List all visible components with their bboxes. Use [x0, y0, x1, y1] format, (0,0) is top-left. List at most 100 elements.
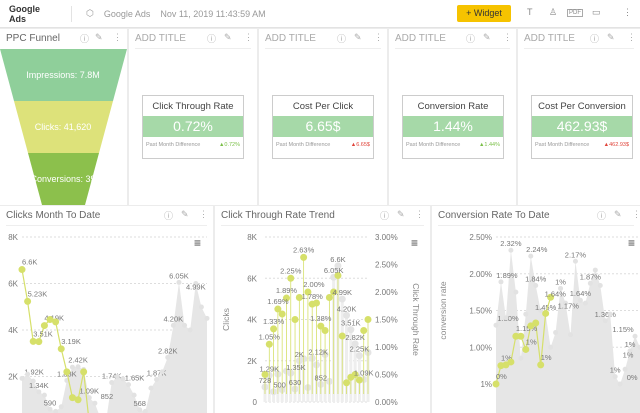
area-point — [131, 392, 137, 398]
more-icon[interactable]: ⋮ — [199, 209, 208, 219]
widget-title: ADD TITLE — [135, 33, 186, 44]
area-point — [126, 382, 132, 388]
more-icon[interactable]: ⋮ — [374, 32, 383, 42]
area-point — [493, 322, 499, 328]
edit-icon[interactable]: ✎ — [354, 32, 362, 42]
line-point — [547, 293, 555, 301]
hamburger-menu-icon[interactable]: ≡ — [411, 236, 419, 250]
add-widget-button[interactable]: + Widget — [457, 5, 511, 22]
more-icon[interactable]: ⋮ — [632, 209, 640, 219]
info-icon[interactable]: ⓘ — [207, 34, 217, 44]
pdf-icon[interactable]: PDF — [567, 9, 583, 17]
data-label: 2K — [295, 350, 304, 359]
y-tick-label: 8K — [247, 233, 257, 242]
data-label: 0% — [627, 373, 638, 382]
ctr-point — [338, 332, 346, 340]
edit-icon[interactable]: ✎ — [614, 209, 622, 219]
line-point — [52, 318, 60, 326]
line-point — [512, 332, 520, 340]
area-point — [142, 408, 148, 413]
data-label: 2.32% — [500, 239, 522, 248]
area-point — [86, 395, 92, 401]
ctr-point — [287, 274, 295, 282]
info-icon[interactable]: ⓘ — [597, 211, 607, 221]
divider — [395, 48, 510, 49]
divider — [221, 225, 424, 226]
area-series — [22, 282, 207, 413]
kpi-card: Cost Per Click 6.65$ Past Month Differen… — [272, 95, 374, 159]
widget-title: Click Through Rate Trend — [221, 210, 335, 221]
ctr-point — [278, 310, 286, 318]
monitor-icon[interactable]: ▭ — [592, 7, 601, 17]
y-tick-label: 0 — [253, 398, 258, 407]
area-point — [30, 378, 36, 384]
area-point — [120, 376, 126, 382]
bottle-icon[interactable]: ♙ — [549, 7, 558, 17]
widget-title: ADD TITLE — [265, 33, 316, 44]
line-point — [74, 396, 82, 404]
edit-icon[interactable]: ✎ — [607, 32, 615, 42]
kpi-title: Cost Per Click — [292, 101, 354, 112]
edit-icon[interactable]: ✎ — [483, 32, 491, 42]
info-icon[interactable]: ⓘ — [164, 211, 174, 221]
ctr-point — [274, 305, 282, 313]
info-icon[interactable]: ⓘ — [80, 34, 90, 44]
area-point — [602, 318, 608, 324]
data-label: 1.78% — [302, 292, 324, 301]
area-point — [548, 344, 554, 350]
data-label: 2.00% — [303, 280, 325, 289]
more-icon[interactable]: ⋮ — [503, 32, 512, 42]
line-point — [68, 394, 76, 402]
funnel-chart: Impressions: 7.8M Clicks: 41,620 Conversio… — [0, 49, 127, 205]
more-icon[interactable]: ⋮ — [627, 32, 636, 42]
widget-title: Clicks Month To Date — [6, 210, 101, 221]
ctr-point — [325, 294, 333, 301]
edit-icon[interactable]: ✎ — [397, 209, 405, 219]
y2-tick-label: 3.00% — [375, 233, 398, 242]
kpi-widget: ADD TITLE ⓘ ✎ ⋮ Cost Per Conversion 462.… — [518, 29, 640, 205]
ctr-trend-chart: 8K 6K 4K 2K 0 3.00% 2.50% 2.00% 1.50% 1.00% 0.50% 0… — [221, 233, 421, 407]
line-point — [40, 322, 48, 330]
data-label: 2.42K — [68, 356, 88, 365]
edit-icon[interactable]: ✎ — [95, 32, 103, 42]
data-label: 1.15% — [516, 324, 538, 333]
data-label: 3.19K — [61, 337, 81, 346]
y-tick-label: 4K — [8, 326, 18, 335]
area-point — [567, 332, 573, 338]
divider — [524, 48, 634, 49]
more-icon[interactable]: ⋮ — [623, 7, 632, 17]
data-label: 630 — [289, 378, 302, 387]
area-point — [592, 267, 598, 273]
info-icon[interactable]: ⓘ — [337, 34, 347, 44]
info-icon[interactable]: ⓘ — [380, 211, 390, 221]
data-label: 2.25K — [350, 345, 370, 354]
data-label: 1.87K — [147, 369, 167, 378]
area-point — [69, 364, 75, 370]
kpi-card: Conversion Rate 1.44% Past Month Differe… — [402, 95, 504, 159]
edit-icon[interactable]: ✎ — [224, 32, 232, 42]
data-label: 1% — [501, 354, 512, 363]
y-tick-label: 2K — [247, 357, 257, 366]
hamburger-menu-icon[interactable]: ≡ — [628, 236, 636, 250]
kpi-value: 0.72% — [143, 116, 243, 137]
more-icon[interactable]: ⋮ — [415, 209, 424, 219]
data-label: 1.36% — [595, 310, 617, 319]
info-icon[interactable]: ⓘ — [590, 34, 600, 44]
y2-tick-label: 0.50% — [375, 371, 398, 380]
info-icon[interactable]: ⓘ — [466, 34, 476, 44]
clicks-point — [334, 262, 342, 270]
data-label: 2.25% — [280, 266, 302, 275]
divider — [265, 48, 381, 49]
area-point — [513, 289, 519, 295]
text-icon[interactable]: T — [527, 7, 533, 17]
hamburger-menu-icon[interactable]: ≡ — [194, 236, 202, 250]
data-label: 1.65K — [125, 374, 145, 383]
edit-icon[interactable]: ✎ — [181, 209, 189, 219]
area-series — [496, 250, 640, 413]
kpi-diff: ▲0.72% — [218, 142, 240, 148]
y-tick-label: 6K — [8, 280, 18, 289]
top-bar: Google Ads ⬡ Google Ads Nov 11, 2019 11:… — [0, 0, 640, 28]
more-icon[interactable]: ⋮ — [113, 32, 122, 42]
more-icon[interactable]: ⋮ — [244, 32, 253, 42]
y-tick-label: 2.00% — [469, 270, 492, 279]
